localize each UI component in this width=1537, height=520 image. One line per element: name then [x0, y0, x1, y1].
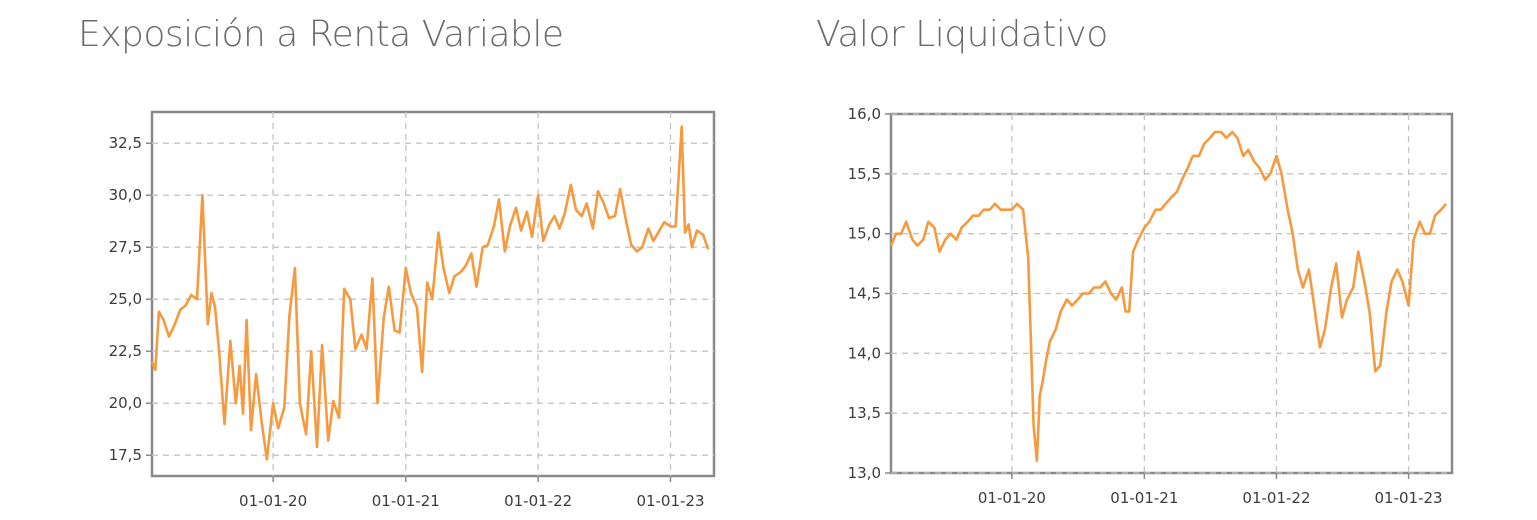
y-tick-label: 25,0 [109, 290, 142, 308]
y-tick-label: 17,5 [109, 446, 142, 464]
x-tick-label: 01-01-20 [239, 492, 307, 510]
y-tick-label: 13,0 [848, 464, 881, 482]
y-tick-label: 32,5 [109, 134, 142, 152]
y-tick-label: 15,5 [848, 165, 881, 183]
y-tick-label: 22,5 [109, 342, 142, 360]
x-tick-label: 01-01-22 [1242, 489, 1310, 507]
x-tick-label: 01-01-22 [504, 492, 572, 510]
y-tick-label: 20,0 [109, 394, 142, 412]
chart-title-exposicion: Exposición a Renta Variable [78, 14, 564, 55]
y-tick-label: 15,0 [848, 225, 881, 243]
y-tick-label: 16,0 [848, 105, 881, 123]
series-line [889, 130, 1448, 463]
y-tick-label: 14,5 [848, 285, 881, 303]
plot-frame [150, 110, 716, 478]
x-tick-label: 01-01-21 [372, 492, 440, 510]
y-tick-label: 14,0 [848, 344, 881, 362]
y-tick-label: 13,5 [848, 404, 881, 422]
x-tick-label: 01-01-21 [1110, 489, 1178, 507]
chart-title-valor-liquidativo: Valor Liquidativo [816, 14, 1108, 55]
y-tick-label: 30,0 [109, 186, 142, 204]
x-tick-label: 01-01-23 [636, 492, 704, 510]
series-line [150, 125, 710, 461]
x-tick-label: 01-01-23 [1375, 489, 1443, 507]
y-tick-label: 27,5 [109, 238, 142, 256]
x-tick-label: 01-01-20 [978, 489, 1046, 507]
